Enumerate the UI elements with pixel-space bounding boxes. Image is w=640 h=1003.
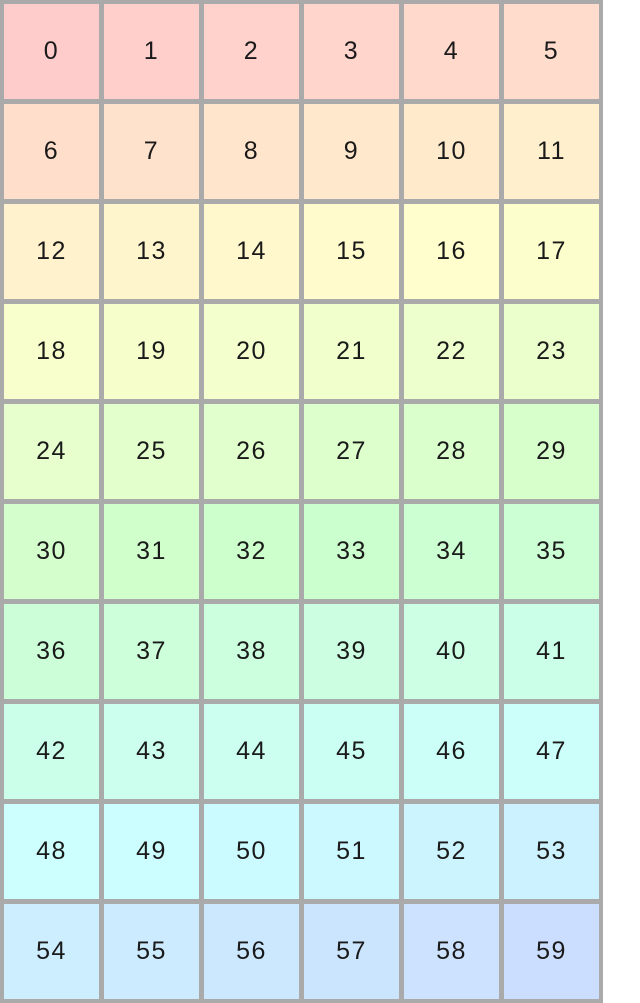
grid-cell: 15 [304, 204, 399, 299]
grid-cell: 35 [504, 504, 599, 599]
grid-cell: 26 [204, 404, 299, 499]
grid-cell: 33 [304, 504, 399, 599]
number-color-grid: 0 1 2 3 4 5 6 7 8 9 10 11 12 13 14 15 16 17 18 19 20 21 22 23 24… [0, 0, 603, 1003]
grid-cell: 50 [204, 804, 299, 899]
grid-cell: 19 [104, 304, 199, 399]
grid-cell: 21 [304, 304, 399, 399]
grid-cell: 12 [4, 204, 99, 299]
grid-cell: 24 [4, 404, 99, 499]
grid-cell: 54 [4, 904, 99, 999]
grid-cell: 27 [304, 404, 399, 499]
grid-cell: 23 [504, 304, 599, 399]
grid-cell: 40 [404, 604, 499, 699]
grid-cell: 6 [4, 104, 99, 199]
grid-cell: 51 [304, 804, 399, 899]
grid-cell: 34 [404, 504, 499, 599]
grid-cell: 0 [4, 4, 99, 99]
grid-cell: 49 [104, 804, 199, 899]
grid-cell: 53 [504, 804, 599, 899]
grid-cell: 10 [404, 104, 499, 199]
grid-cell: 30 [4, 504, 99, 599]
grid-cell: 17 [504, 204, 599, 299]
grid-cell: 36 [4, 604, 99, 699]
grid-cell: 18 [4, 304, 99, 399]
grid-cell: 56 [204, 904, 299, 999]
grid-cell: 8 [204, 104, 299, 199]
grid-cell: 7 [104, 104, 199, 199]
grid-cell: 41 [504, 604, 599, 699]
grid-cell: 44 [204, 704, 299, 799]
grid-cell: 25 [104, 404, 199, 499]
grid-cell: 11 [504, 104, 599, 199]
grid-cell: 45 [304, 704, 399, 799]
grid-cell: 29 [504, 404, 599, 499]
grid-cell: 39 [304, 604, 399, 699]
grid-cell: 5 [504, 4, 599, 99]
grid-cell: 20 [204, 304, 299, 399]
grid-cell: 42 [4, 704, 99, 799]
grid-cell: 28 [404, 404, 499, 499]
grid-cell: 47 [504, 704, 599, 799]
grid-cell: 1 [104, 4, 199, 99]
grid-cell: 37 [104, 604, 199, 699]
grid-cell: 13 [104, 204, 199, 299]
grid-cell: 55 [104, 904, 199, 999]
grid-cell: 52 [404, 804, 499, 899]
grid-cell: 57 [304, 904, 399, 999]
grid-cell: 4 [404, 4, 499, 99]
grid-cell: 3 [304, 4, 399, 99]
grid-cell: 58 [404, 904, 499, 999]
grid-cell: 48 [4, 804, 99, 899]
grid-cell: 43 [104, 704, 199, 799]
grid-cell: 46 [404, 704, 499, 799]
grid-cell: 59 [504, 904, 599, 999]
grid-cell: 9 [304, 104, 399, 199]
grid-cell: 2 [204, 4, 299, 99]
grid-cell: 22 [404, 304, 499, 399]
grid-cell: 38 [204, 604, 299, 699]
grid-cell: 16 [404, 204, 499, 299]
grid-cell: 32 [204, 504, 299, 599]
grid-cell: 31 [104, 504, 199, 599]
grid-cell: 14 [204, 204, 299, 299]
